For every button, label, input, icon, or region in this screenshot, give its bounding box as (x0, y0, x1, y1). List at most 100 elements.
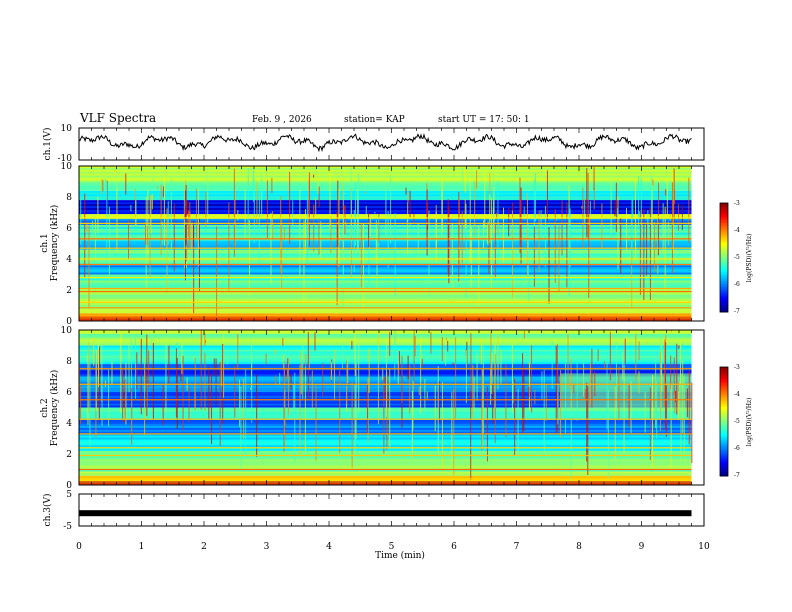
ch2-colorbar-cell (720, 367, 728, 370)
xtick-8: 8 (576, 542, 582, 552)
ch2-spectrogram-band-texture (79, 355, 692, 358)
ch2-colorbar-cell (720, 443, 728, 446)
ch1-spectrogram-sferic-streak (345, 221, 347, 237)
ch1-spectrogram-sferic-streak (80, 198, 82, 245)
ch2-colorbar-cell (720, 437, 728, 441)
ch2-spectrogram-band-texture (79, 374, 692, 377)
ch1-ytick-bottom: -10 (58, 154, 73, 164)
ch1-spectrogram-band-texture (79, 242, 692, 245)
ch2-spectrogram-sferic-streak (655, 360, 657, 429)
ch2-colorbar-cell (720, 397, 728, 401)
ch1-spectrogram-sferic-streak (486, 224, 488, 244)
ch1-spectrogram-sferic-streak (104, 179, 106, 193)
xtick-7: 7 (514, 542, 520, 552)
ch1-spectrogram-sferic-streak (593, 188, 595, 210)
ch2-spectrogram-sferic-streak (437, 366, 439, 454)
ch1-spectrogram-band-texture (79, 302, 692, 305)
ch1-colorbar-cell (720, 242, 728, 246)
ch2-spectrogram-sferic-streak (192, 356, 194, 359)
ch1-colorbar-cell (720, 244, 728, 247)
ch2-spectrogram-sferic-streak (282, 338, 284, 346)
ch1-spectrogram-sferic-streak (512, 210, 514, 298)
ch2-colorbar-cell (720, 399, 728, 402)
ch2-colorbar-cell (720, 450, 728, 453)
ch1-spectrogram-sferic-streak (152, 176, 154, 184)
ch2-spectrogram-band-texture (79, 471, 692, 474)
ch2-spectrogram-sferic-streak (286, 369, 288, 380)
ch2-spectrogram-sferic-streak (122, 367, 124, 423)
ch1-spectrogram-sferic-streak (435, 211, 437, 263)
ch1-spectrogram-sferic-streak (474, 181, 476, 237)
ch1-spectrogram-tone-line (79, 247, 692, 249)
ch2-spectrogram-sferic-streak (146, 334, 148, 417)
ch2-colorbar-cell (720, 463, 728, 466)
ch1-colorbar-cell (720, 203, 728, 206)
ch1-spectrogram-sferic-streak (88, 225, 90, 309)
ch1-spectrogram-sferic-streak (342, 215, 344, 309)
ch1-colorbar-cell (720, 224, 728, 228)
ch2-cbar-tick-minus6: -6 (734, 445, 740, 452)
ch1-spectrogram-sferic-streak (470, 226, 472, 288)
ch2-spectrogram-band-texture (79, 445, 692, 448)
ch1-colorbar-cell (720, 266, 728, 269)
ch1-spectrogram-sferic-streak (329, 171, 331, 231)
ch1-spectrogram-band-texture (79, 208, 692, 211)
ch2-ytick-6: 6 (66, 388, 72, 398)
ch2-colorbar-cell (720, 430, 728, 433)
ch1-spectrogram-band-texture (79, 251, 692, 254)
ch2-spectrogram-sferic-streak (615, 341, 617, 413)
ch2-spectrogram-sferic-streak (366, 384, 368, 434)
ch1-spectrogram-band-texture (79, 311, 692, 314)
ch2-spectrogram-sferic-streak (382, 367, 384, 380)
ch2-spectrogram-sferic-streak (384, 376, 386, 401)
ch2-spectrogram-sferic-streak (555, 345, 557, 435)
ch1-colorbar-cell (720, 264, 728, 267)
ch1-spectrogram-tone-line (79, 263, 692, 266)
ch2-spectrogram-sferic-streak (397, 361, 399, 385)
ch2-spectrogram-sferic-streak (351, 381, 353, 468)
ch2-ytick-4: 4 (66, 419, 72, 429)
ch1-spectrogram-sferic-streak (183, 185, 185, 269)
ch2-spectrogram-band-texture (79, 421, 692, 424)
ch1-spectrogram-sferic-streak (193, 221, 195, 247)
ch2-colorbar-cell (720, 390, 728, 393)
ch2-spectrogram-sferic-streak (395, 330, 397, 341)
ch2-spectrogram-sferic-streak (587, 385, 589, 475)
ch2-ytick-8: 8 (66, 357, 72, 367)
ch1-colorbar-cell (720, 221, 728, 224)
ch1-colorbar-cell (720, 299, 728, 302)
ch1-spectrogram-band-texture (79, 274, 692, 277)
ch2-spectrogram-sferic-streak (305, 353, 307, 366)
ch1-spectrogram-sferic-streak (370, 214, 372, 236)
ch1-spectrogram-sferic-streak (610, 170, 612, 234)
ch1-spectrogram-sferic-streak (84, 193, 86, 279)
ch1-colorbar-cell (720, 210, 728, 213)
ch1-colorbar-cell (720, 219, 728, 222)
ch2-spectrogram-ylabel: Frequency (kHz) (49, 370, 60, 447)
ch2-colorbar-cell (720, 388, 728, 392)
ch2-colorbar-cell (720, 448, 728, 451)
ch2-spectrogram-band-texture (79, 457, 692, 460)
ch2-spectrogram-sferic-streak (635, 334, 637, 381)
ch2-spectrogram-sferic-streak (354, 332, 356, 376)
ch2-spectrogram-band-texture (79, 415, 692, 418)
ch2-spectrogram-sferic-streak (128, 352, 130, 393)
ch2-spectrogram-sferic-streak (486, 386, 488, 462)
ch2-spectrogram-sferic-streak (176, 358, 178, 429)
ch1-colorbar-cell (720, 292, 728, 295)
ch1-spectrogram-band-texture (79, 188, 692, 191)
ch2-spectrogram-sferic-streak (87, 342, 89, 413)
ch2-spectrogram-tone-line (79, 468, 692, 471)
ch2-spectrogram-sferic-streak (238, 379, 240, 427)
ch1-colorbar-cell (720, 248, 728, 251)
ch1-spectrogram-band-texture (79, 265, 692, 268)
time-axis: 0 1 2 3 4 5 6 7 8 9 10 Time (min) (76, 542, 710, 561)
ch1-spectrogram-sferic-streak (308, 179, 310, 231)
ch2-spectrogram-sferic-streak (274, 349, 276, 355)
ch1-spectrogram-band-texture (79, 245, 692, 248)
ch1-colorbar-cell (720, 273, 728, 277)
ch1-spectrogram-sferic-streak (662, 203, 664, 255)
ch2-colorbar-label: log(PSD)(V²/Hz) (746, 398, 753, 447)
ch2-colorbar-cell (720, 372, 728, 375)
ch1-colorbar-cell (720, 295, 728, 298)
